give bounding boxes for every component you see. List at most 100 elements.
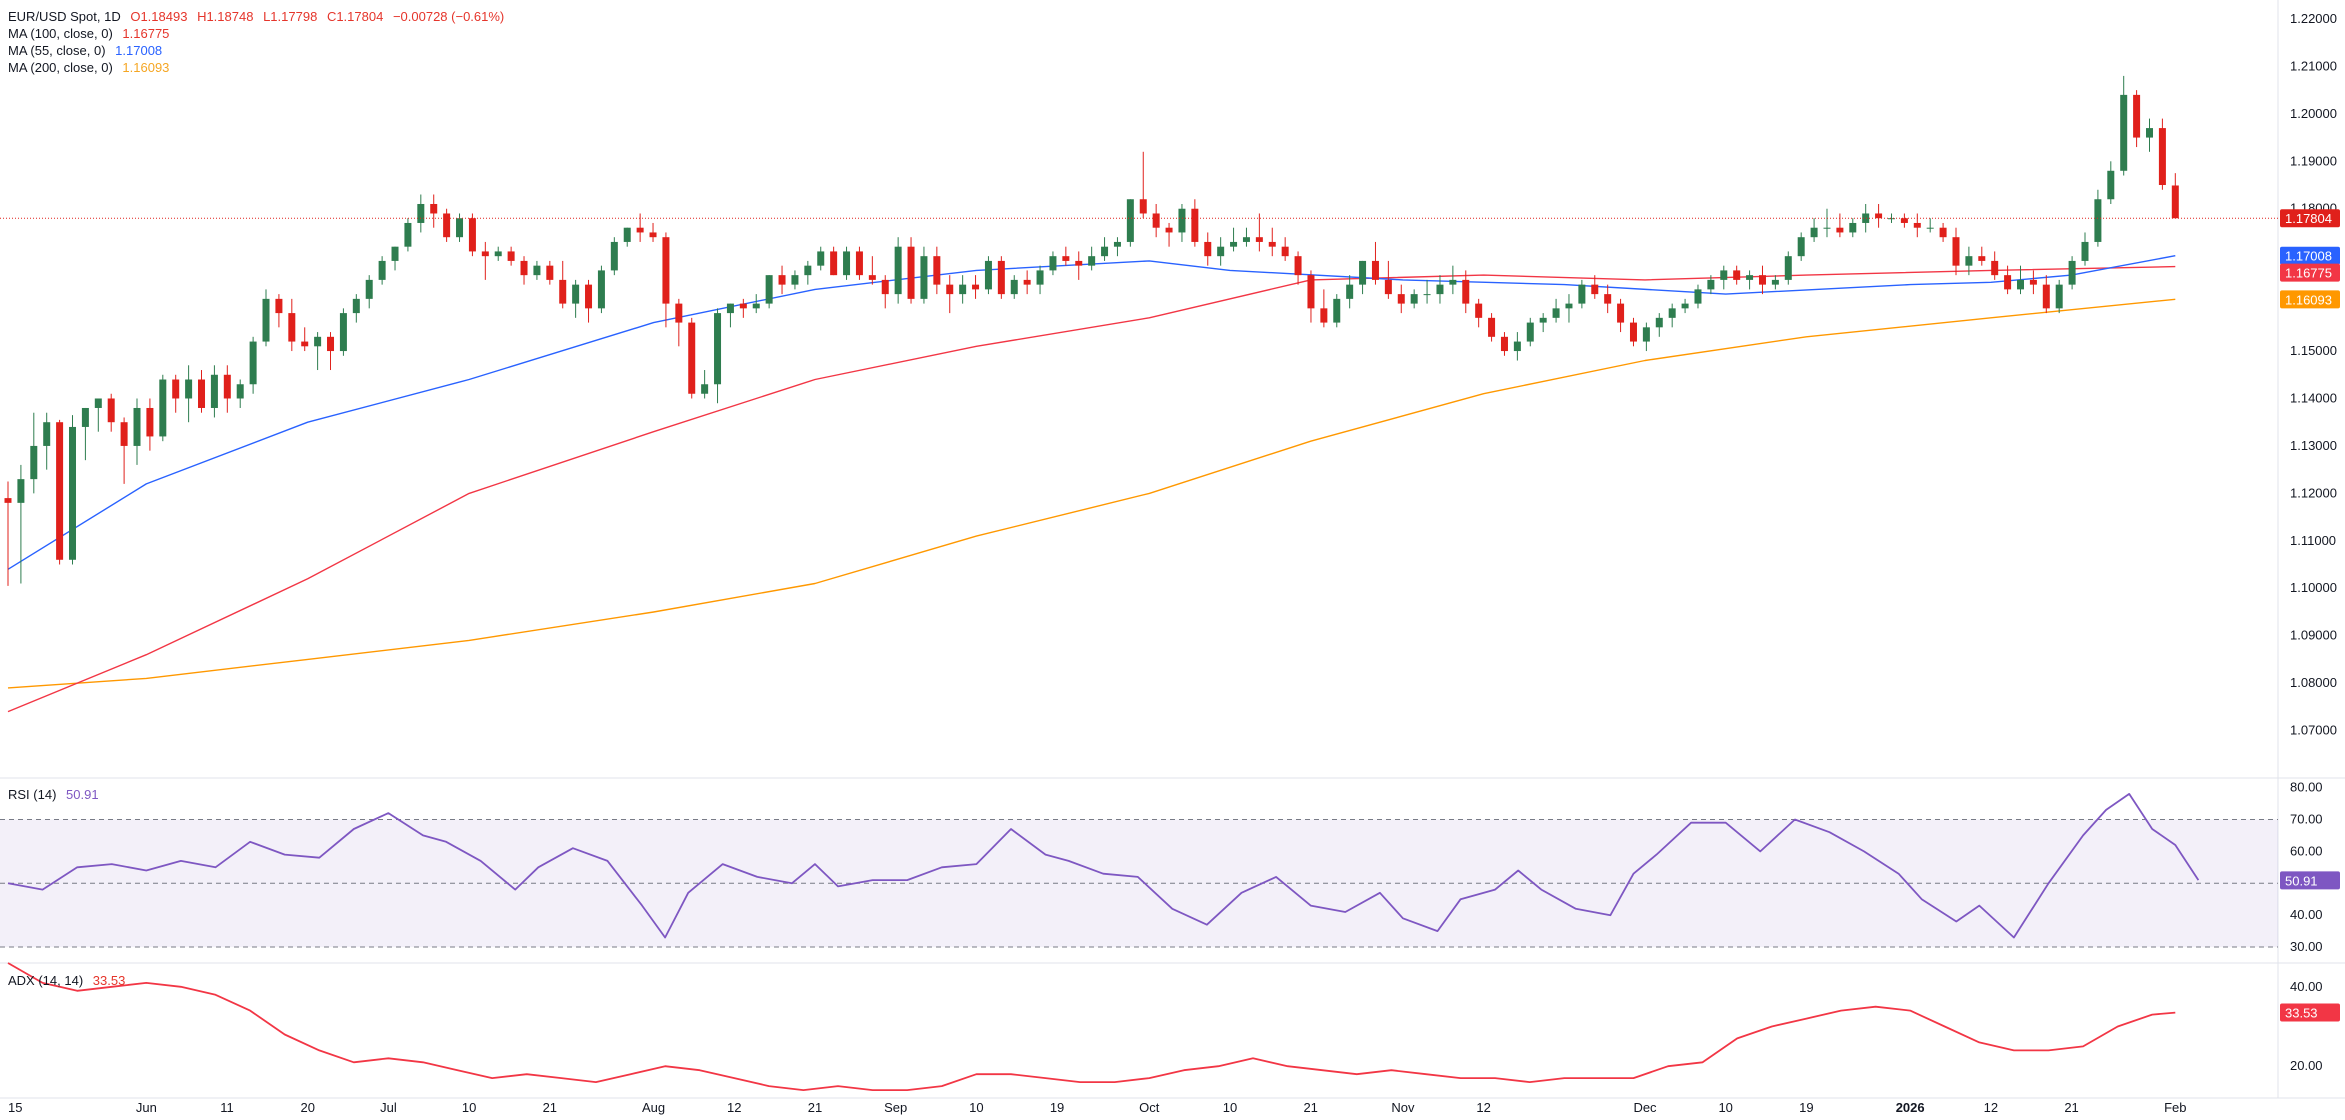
candle-body xyxy=(1320,308,1328,323)
candle-body xyxy=(1965,256,1973,266)
candle-body xyxy=(701,384,709,394)
adx-pane[interactable]: 20.00 40.00 33.53 xyxy=(7,962,2340,1091)
candle-body xyxy=(1913,222,1921,228)
candle-body xyxy=(133,407,141,446)
candle-body xyxy=(1049,256,1057,271)
candle-body xyxy=(378,260,386,280)
candle-body xyxy=(1900,218,1908,223)
candle-body xyxy=(1707,279,1715,290)
ma55-tag-bg xyxy=(2280,246,2340,265)
candle-body xyxy=(275,298,283,314)
time-tick-label: Jul xyxy=(380,1100,397,1115)
candle-body xyxy=(1849,222,1857,233)
candle-body xyxy=(623,227,631,242)
candle-body xyxy=(1346,284,1354,299)
rsi-tag: 50.91 xyxy=(2285,873,2318,888)
rsi-line xyxy=(7,793,2200,939)
candle-body xyxy=(1797,237,1805,257)
price-tick-label: 1.14000 xyxy=(2290,390,2337,405)
time-axis[interactable]: 15 Jun 11 20 Jul 10 21 Aug 12 21 Sep 10 19 Oct 10 21 Nov… xyxy=(8,1100,2187,1115)
candle-body xyxy=(1591,284,1599,295)
candle-body xyxy=(688,322,696,394)
candle-body xyxy=(765,275,773,304)
time-tick-label: 21 xyxy=(1303,1100,1317,1115)
candle-body xyxy=(2120,94,2128,171)
ohlc-open: O1.18493 xyxy=(130,9,188,24)
candle-body xyxy=(69,426,77,560)
time-tick-label: 19 xyxy=(1799,1100,1813,1115)
time-tick-label: Dec xyxy=(1633,1100,1657,1115)
candle-body xyxy=(1397,294,1405,304)
candle-body xyxy=(1075,260,1083,266)
candle-body xyxy=(1720,270,1728,280)
ma55-line xyxy=(7,255,2176,570)
candle-body xyxy=(662,237,670,304)
candle-body xyxy=(146,407,154,437)
time-tick-label: 15 xyxy=(8,1100,22,1115)
adx-label: ADX (14, 14) xyxy=(8,973,84,988)
candle-body xyxy=(2055,284,2063,309)
ma100-tag-bg xyxy=(2280,263,2340,282)
candle-body xyxy=(2068,260,2076,285)
candle-body xyxy=(1668,308,1676,318)
candle-body xyxy=(1294,256,1302,276)
candle-body xyxy=(533,265,541,276)
candle-body xyxy=(1488,317,1496,337)
candle-body xyxy=(1578,284,1586,304)
candle-body xyxy=(2133,94,2141,138)
candle-body xyxy=(1681,303,1689,309)
candle-body xyxy=(1939,227,1947,238)
candle-body xyxy=(56,422,64,560)
candle-body xyxy=(997,260,1005,295)
candle-body xyxy=(172,379,180,399)
price-tick-label: 1.07000 xyxy=(2290,723,2337,738)
ma200-label: MA (200, close, 0) xyxy=(8,60,113,75)
candle-body xyxy=(546,265,554,280)
candle-body xyxy=(946,284,954,295)
time-tick-label: 2026 xyxy=(1896,1100,1925,1115)
candle-body xyxy=(352,298,360,314)
candle-body xyxy=(520,260,528,276)
candle-body xyxy=(1513,341,1521,352)
candle-body xyxy=(1101,246,1109,257)
candle-body xyxy=(1875,213,1883,219)
price-axis[interactable]: 1.07000 1.08000 1.09000 1.10000 1.11000 1.120… xyxy=(2280,11,2340,738)
time-tick-label: 10 xyxy=(1223,1100,1237,1115)
ohlc-row: EUR/USD Spot, 1D O1.18493 H1.18748 L1.17… xyxy=(8,8,510,25)
candle-body xyxy=(1771,279,1779,285)
candle-body xyxy=(1333,298,1341,323)
candle-body xyxy=(1268,241,1276,247)
candle-body xyxy=(1462,279,1470,304)
candle-body xyxy=(1694,289,1702,304)
candle-body xyxy=(1823,227,1831,229)
ma200-legend[interactable]: MA (200, close, 0) 1.16093 xyxy=(8,59,510,76)
candle-body xyxy=(327,336,335,352)
candle-body xyxy=(1758,275,1766,285)
candle-body xyxy=(984,260,992,290)
adx-tag-bg xyxy=(2280,1003,2340,1022)
ma100-tag: 1.16775 xyxy=(2285,266,2332,281)
adx-legend[interactable]: ADX (14, 14) 33.53 xyxy=(8,972,131,989)
candle-body xyxy=(1191,208,1199,242)
candle-body xyxy=(339,313,347,352)
candle-body xyxy=(262,298,270,342)
ma100-legend[interactable]: MA (100, close, 0) 1.16775 xyxy=(8,25,510,42)
candle-body xyxy=(236,384,244,399)
ma55-legend[interactable]: MA (55, close, 0) 1.17008 xyxy=(8,42,510,59)
candle-body xyxy=(198,379,206,408)
candle-body xyxy=(1475,303,1483,318)
symbol-label[interactable]: EUR/USD Spot, 1D xyxy=(8,9,121,24)
candle-body xyxy=(817,251,825,266)
price-tick-label: 1.10000 xyxy=(2290,580,2337,595)
ma55-label: MA (55, close, 0) xyxy=(8,43,106,58)
candle-body xyxy=(1217,246,1225,257)
candle-body xyxy=(1952,237,1960,266)
rsi-legend[interactable]: RSI (14) 50.91 xyxy=(8,786,105,803)
candle-body xyxy=(1010,279,1018,295)
candle-body xyxy=(1784,256,1792,280)
price-tick-label: 1.09000 xyxy=(2290,628,2337,643)
candle-body xyxy=(507,251,515,261)
candle-body xyxy=(830,251,838,276)
